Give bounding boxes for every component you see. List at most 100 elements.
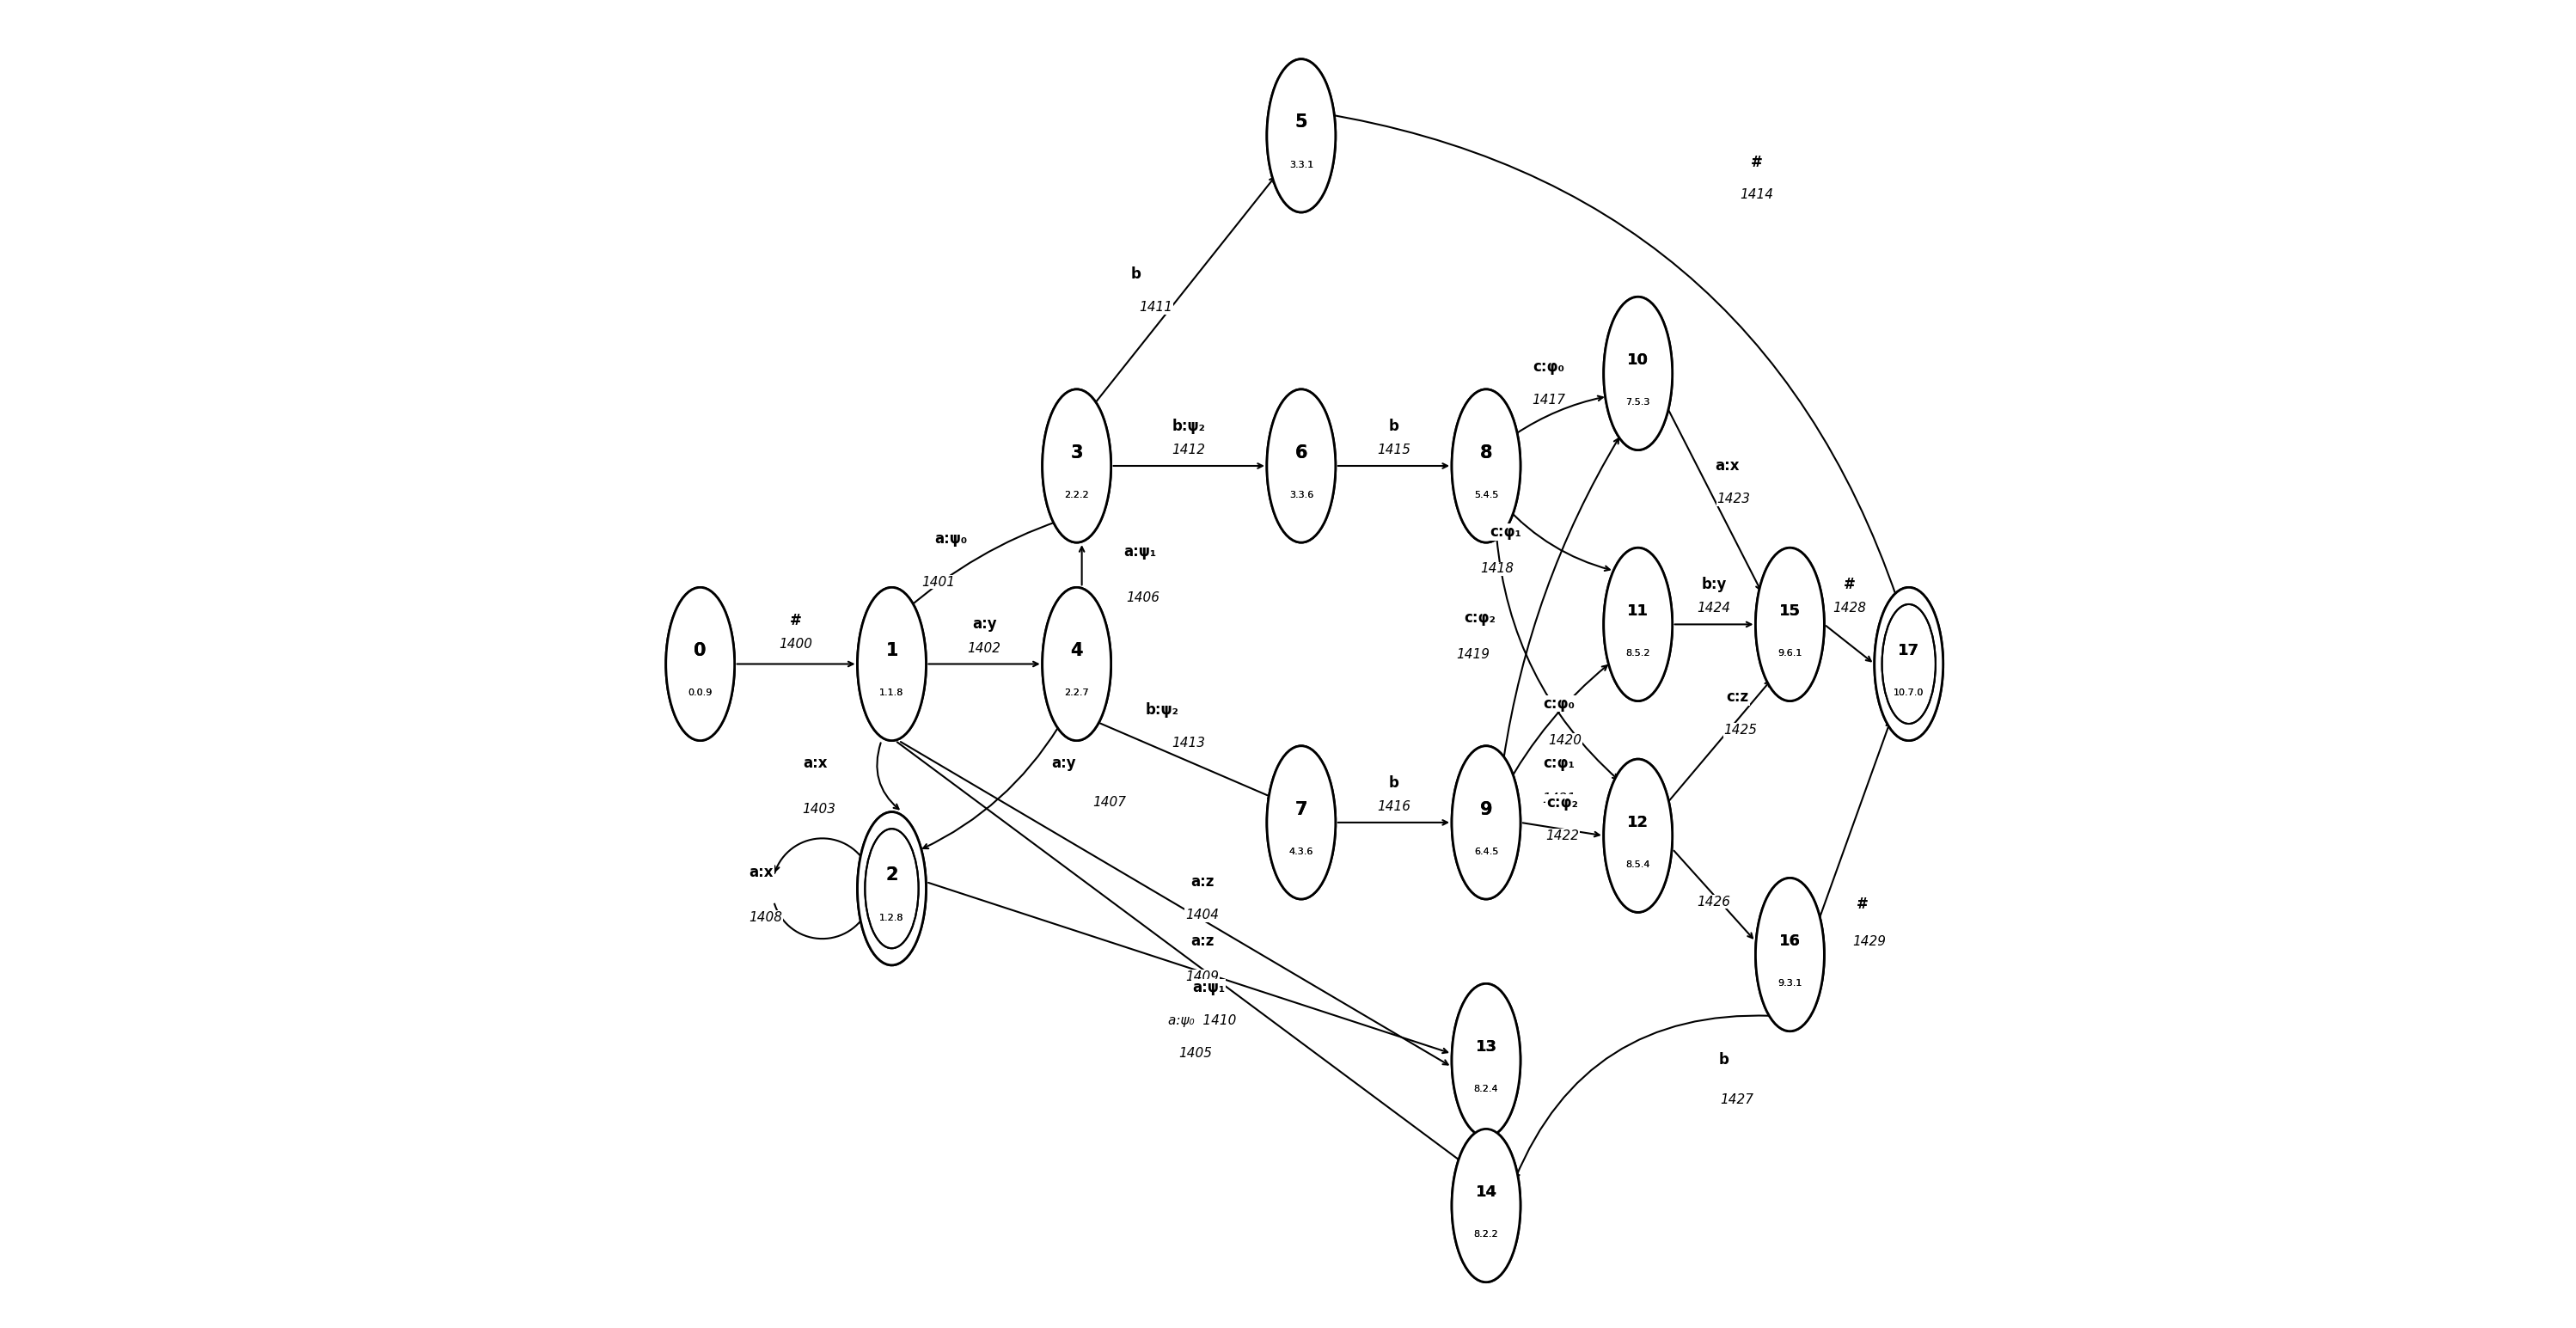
Ellipse shape xyxy=(1043,587,1110,741)
Text: 16: 16 xyxy=(1780,934,1801,950)
Text: 2.2.2: 2.2.2 xyxy=(1064,490,1090,499)
Text: 1402: 1402 xyxy=(969,641,1002,655)
Text: 1428: 1428 xyxy=(1832,602,1865,615)
Text: 13: 13 xyxy=(1476,1040,1497,1054)
Text: 9.6.1: 9.6.1 xyxy=(1777,649,1803,657)
Text: 0: 0 xyxy=(693,643,706,660)
Text: 9.3.1: 9.3.1 xyxy=(1777,979,1803,988)
Text: 17: 17 xyxy=(1899,643,1919,659)
Text: 1.2.8: 1.2.8 xyxy=(878,914,904,922)
Text: 1411: 1411 xyxy=(1139,301,1172,313)
Text: 7.5.3: 7.5.3 xyxy=(1625,398,1651,406)
Ellipse shape xyxy=(1267,389,1334,542)
Text: 14: 14 xyxy=(1476,1185,1497,1201)
Text: a:ψ₁: a:ψ₁ xyxy=(1193,980,1226,996)
Ellipse shape xyxy=(1043,389,1110,542)
Text: 1.1.8: 1.1.8 xyxy=(878,689,904,697)
Ellipse shape xyxy=(1757,878,1824,1032)
Ellipse shape xyxy=(1605,760,1672,912)
Text: b: b xyxy=(1388,418,1399,434)
Text: #: # xyxy=(1844,576,1855,592)
Text: b:ψ₂: b:ψ₂ xyxy=(1172,418,1206,434)
Text: 8.5.4: 8.5.4 xyxy=(1625,861,1651,869)
Text: 1416: 1416 xyxy=(1378,801,1412,813)
Ellipse shape xyxy=(1605,296,1672,450)
Ellipse shape xyxy=(1453,1129,1520,1282)
Text: 5: 5 xyxy=(1296,114,1309,131)
Text: 1417: 1417 xyxy=(1533,393,1566,406)
Text: 9.3.1: 9.3.1 xyxy=(1777,979,1803,988)
Ellipse shape xyxy=(1757,878,1824,1032)
Ellipse shape xyxy=(1453,1129,1520,1282)
Text: 1403: 1403 xyxy=(801,803,835,815)
Text: 1418: 1418 xyxy=(1481,563,1515,575)
Text: a:z: a:z xyxy=(1190,874,1213,890)
Text: 13: 13 xyxy=(1476,1040,1497,1054)
Text: a:x: a:x xyxy=(804,756,827,770)
Text: 1: 1 xyxy=(886,643,899,660)
Ellipse shape xyxy=(1605,547,1672,701)
Ellipse shape xyxy=(1267,746,1334,899)
Text: 8.5.4: 8.5.4 xyxy=(1625,861,1651,869)
Text: 1409: 1409 xyxy=(1185,971,1218,984)
Text: 9.6.1: 9.6.1 xyxy=(1777,649,1803,657)
Text: b: b xyxy=(1718,1053,1728,1068)
Text: 4.3.6: 4.3.6 xyxy=(1288,847,1314,855)
Ellipse shape xyxy=(667,587,734,741)
Text: c:φ₂: c:φ₂ xyxy=(1546,795,1579,810)
Text: 8.2.2: 8.2.2 xyxy=(1473,1230,1499,1239)
Text: 10.7.0: 10.7.0 xyxy=(1893,689,1924,697)
Ellipse shape xyxy=(1453,389,1520,542)
Text: 9: 9 xyxy=(1479,801,1492,818)
Text: c:φ₁: c:φ₁ xyxy=(1489,525,1522,539)
Text: 11: 11 xyxy=(1628,603,1649,619)
Text: a:y: a:y xyxy=(971,616,997,632)
Text: 7: 7 xyxy=(1296,801,1309,818)
Ellipse shape xyxy=(1453,746,1520,899)
Ellipse shape xyxy=(858,811,927,965)
Text: c:φ₂: c:φ₂ xyxy=(1463,610,1494,625)
Text: 3.3.6: 3.3.6 xyxy=(1288,490,1314,499)
Text: b: b xyxy=(1131,267,1141,282)
Text: 0.0.9: 0.0.9 xyxy=(688,689,714,697)
Text: 5.4.5: 5.4.5 xyxy=(1473,490,1499,499)
Text: a:z: a:z xyxy=(1190,934,1213,950)
Ellipse shape xyxy=(858,587,927,741)
Text: 15: 15 xyxy=(1780,603,1801,619)
Text: 8: 8 xyxy=(1479,444,1492,461)
Text: 10.7.0: 10.7.0 xyxy=(1893,689,1924,697)
Text: 8: 8 xyxy=(1479,444,1492,461)
Text: a:ψ₁: a:ψ₁ xyxy=(1123,544,1157,559)
Ellipse shape xyxy=(1453,389,1520,542)
Text: 2: 2 xyxy=(886,867,899,884)
Text: #: # xyxy=(1752,154,1762,170)
Text: 1423: 1423 xyxy=(1718,493,1752,506)
Text: a:ψ₀: a:ψ₀ xyxy=(935,531,969,546)
Text: a:x: a:x xyxy=(1716,458,1739,474)
Ellipse shape xyxy=(1605,547,1672,701)
Text: 10: 10 xyxy=(1628,352,1649,368)
Ellipse shape xyxy=(1605,760,1672,912)
Text: 1407: 1407 xyxy=(1092,797,1126,809)
Text: 1406: 1406 xyxy=(1126,591,1159,604)
Text: 8.5.2: 8.5.2 xyxy=(1625,649,1651,657)
Text: 2.2.7: 2.2.7 xyxy=(1064,689,1090,697)
Text: 1425: 1425 xyxy=(1723,724,1757,737)
Text: 6.4.5: 6.4.5 xyxy=(1473,847,1499,855)
Text: 1400: 1400 xyxy=(778,637,814,651)
Text: c:φ₀: c:φ₀ xyxy=(1533,359,1564,374)
Text: 10: 10 xyxy=(1628,352,1649,368)
Ellipse shape xyxy=(667,587,734,741)
Text: 7: 7 xyxy=(1296,801,1309,818)
Ellipse shape xyxy=(1453,984,1520,1137)
Ellipse shape xyxy=(1267,746,1334,899)
Text: b:y: b:y xyxy=(1700,576,1726,592)
Text: 1419: 1419 xyxy=(1455,648,1489,661)
Text: 0: 0 xyxy=(693,643,706,660)
Text: 1415: 1415 xyxy=(1378,444,1412,457)
Text: 1413: 1413 xyxy=(1172,737,1206,750)
Text: 5.4.5: 5.4.5 xyxy=(1473,490,1499,499)
Ellipse shape xyxy=(1043,587,1110,741)
Text: c:z: c:z xyxy=(1726,689,1749,705)
Text: 9: 9 xyxy=(1479,801,1492,818)
